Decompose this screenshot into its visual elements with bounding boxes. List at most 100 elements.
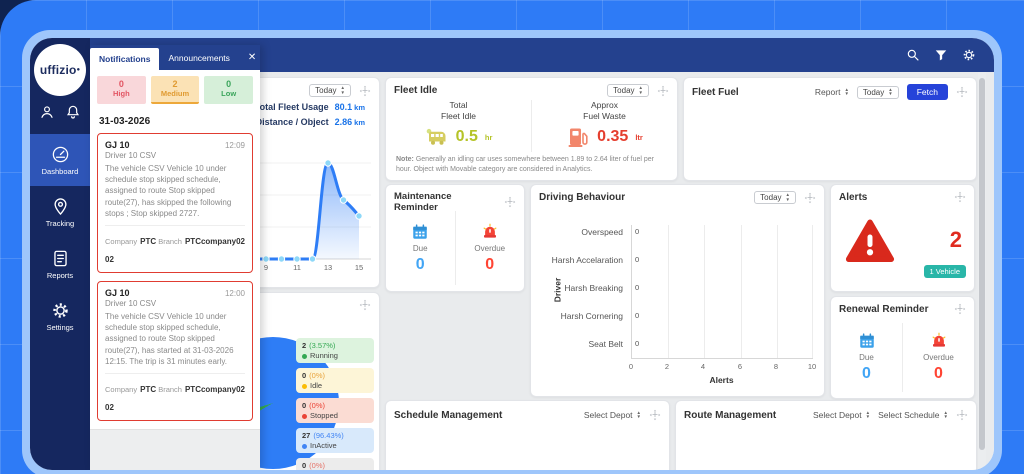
card-time: 12:00	[224, 288, 245, 298]
stat-value: 0	[485, 255, 495, 273]
card-time: 12:09	[224, 141, 245, 150]
panel-title: Renewal Reminder	[839, 303, 929, 315]
card-body: The vehicle CSV Vehicle 10 under schedul…	[105, 164, 232, 218]
warning-triangle-icon	[841, 215, 899, 267]
move-icon[interactable]	[657, 85, 669, 97]
stat-label: Overdue	[474, 243, 506, 253]
sidebar: Dashboard Tracking Reports Settings	[30, 38, 90, 470]
card-title: GJ 10	[105, 287, 130, 298]
app-window: Dashboard Tracking Reports Settings	[22, 30, 1002, 474]
document-icon	[53, 250, 67, 266]
sidebar-item-settings[interactable]: Settings	[30, 290, 90, 342]
panel-fleet-idle: Fleet Idle Today ▲ ▼ Total Fleet Idle 0.	[385, 77, 678, 181]
fleet-idle-note: Note: Generally an idling car uses somew…	[396, 156, 654, 173]
stat-unit: hr	[484, 132, 493, 142]
stat-value: 0	[934, 365, 943, 382]
bar-value: 0	[635, 339, 640, 348]
alert-count: 2	[949, 227, 962, 252]
filter-icon[interactable]	[934, 48, 948, 62]
sidebar-item-dashboard[interactable]: Dashboard	[30, 134, 90, 186]
notification-card[interactable]: GJ 10 12:00 Driver 10 CSV The vehicle CS…	[97, 280, 253, 421]
notifications-date: 31-03-2026	[99, 116, 151, 127]
sidebar-item-label: Tracking	[45, 218, 75, 228]
legend-dot	[302, 443, 307, 449]
scrollbar-track[interactable]	[978, 72, 986, 470]
stat-value: 0	[415, 255, 425, 273]
fetch-button[interactable]: Fetch	[906, 84, 948, 100]
fleet-fuel-period-select[interactable]: Today ▲ ▼	[856, 85, 899, 99]
logo-dot: ●	[76, 67, 81, 73]
driving-behaviour-plot	[631, 225, 813, 359]
route-depot-select[interactable]: Select Depot ▲ ▼	[812, 409, 871, 420]
fleet-fuel-report-select[interactable]: Report ▲ ▼	[814, 86, 849, 97]
priority-chip-high[interactable]: 0 High	[97, 76, 146, 104]
legend-item-stopped[interactable]: 0 (0%) Stopped	[296, 398, 374, 423]
bar-category-label: Harsh Breaking	[564, 283, 623, 293]
sidebar-item-label: Dashboard	[41, 166, 79, 176]
panel-maintenance-reminder: Maintenance Reminder Due 0 Overdue	[385, 184, 525, 292]
chevron-updown-icon: ▲ ▼	[636, 409, 641, 419]
user-icon[interactable]	[39, 104, 55, 120]
tab-notifications[interactable]: Notifications	[90, 48, 160, 70]
close-icon[interactable]: ✕	[247, 52, 257, 63]
fleet-usage-period-select[interactable]: Today ▲ ▼	[309, 84, 351, 97]
search-icon[interactable]	[906, 48, 920, 62]
tab-announcements[interactable]: Announcements	[168, 52, 230, 63]
y-axis-label: Driver	[552, 277, 563, 303]
panel-renewal-reminder: Renewal Reminder Due 0 Overdue	[830, 296, 975, 399]
panel-alerts: Alerts 2 1 Vehicle	[830, 184, 975, 292]
move-icon[interactable]	[954, 191, 966, 203]
card-subtitle: Driver 10 CSV	[105, 298, 157, 308]
panel-title: Fleet Fuel	[692, 86, 739, 98]
move-icon[interactable]	[649, 409, 661, 421]
move-icon[interactable]	[956, 409, 968, 421]
driving-behaviour-period-select[interactable]: Today ▲ ▼	[754, 191, 796, 204]
card-title: GJ 10	[105, 140, 130, 150]
move-icon[interactable]	[504, 196, 516, 208]
fleet-idle-stat: Total Fleet Idle 0.5 hr	[386, 100, 532, 152]
alert-vehicle-badge[interactable]: 1 Vehicle	[923, 265, 966, 278]
gear-icon	[52, 302, 68, 318]
overdue-stat: Overdue 0	[903, 323, 974, 392]
dashboard-icon	[52, 146, 68, 162]
notifications-empty-area	[90, 428, 260, 470]
x-axis-label: Alerts	[709, 375, 734, 385]
chevron-updown-icon: ▲ ▼	[865, 409, 871, 419]
legend-item-nodata[interactable]: 0(0%) No Data	[296, 458, 374, 470]
notification-card[interactable]: GJ 10 12:09 Driver 10 CSV The vehicle CS…	[97, 133, 253, 273]
fleet-idle-period-select[interactable]: Today ▲ ▼	[607, 84, 649, 97]
scrollbar-thumb[interactable]	[979, 78, 985, 450]
chevron-updown-icon: ▲ ▼	[638, 85, 643, 95]
schedule-depot-select[interactable]: Select Depot ▲ ▼	[583, 409, 641, 420]
legend-item-running[interactable]: 2 (3.57%) Running	[296, 338, 374, 363]
legend-item-idle[interactable]: 0 (0%) Idle	[296, 368, 374, 393]
priority-chip-low[interactable]: 0 Low	[204, 76, 254, 104]
fleet-status-legend: 2 (3.57%) Running 0 (0%) Idle 0 (0%) Stoppe…	[296, 338, 374, 470]
panel-title: Maintenance Reminder	[394, 191, 452, 213]
move-icon[interactable]	[954, 303, 966, 315]
stat-unit: km	[354, 103, 365, 112]
sidebar-item-reports[interactable]: Reports	[30, 238, 90, 290]
due-stat: Due 0	[831, 323, 903, 392]
calendar-icon	[412, 223, 428, 239]
stat-value: 80.1	[334, 102, 353, 112]
legend-item-inactive[interactable]: 27 (96.43%) InActive	[296, 428, 374, 453]
stat-value: 2.86	[334, 117, 353, 127]
bell-icon[interactable]	[65, 104, 81, 120]
gear-icon[interactable]	[962, 48, 976, 62]
move-icon[interactable]	[956, 86, 968, 98]
move-icon[interactable]	[804, 192, 816, 204]
move-icon[interactable]	[359, 299, 371, 311]
brand-logo[interactable]: uffizio ●	[34, 44, 86, 96]
move-icon[interactable]	[359, 85, 371, 97]
card-body: The vehicle CSV Vehicle 10 under schedul…	[105, 311, 234, 366]
legend-dot	[302, 413, 307, 419]
notification-cards: GJ 10 12:09 Driver 10 CSV The vehicle CS…	[90, 131, 260, 429]
window-inner: Dashboard Tracking Reports Settings	[30, 38, 994, 470]
priority-chip-medium[interactable]: 2 Medium	[150, 76, 200, 104]
panel-route-management: Route Management Select Depot ▲ ▼ Select S…	[675, 400, 977, 470]
stat-value: 0	[862, 365, 871, 382]
route-schedule-select[interactable]: Select Schedule ▲ ▼	[878, 409, 948, 420]
sidebar-item-tracking[interactable]: Tracking	[30, 186, 90, 238]
